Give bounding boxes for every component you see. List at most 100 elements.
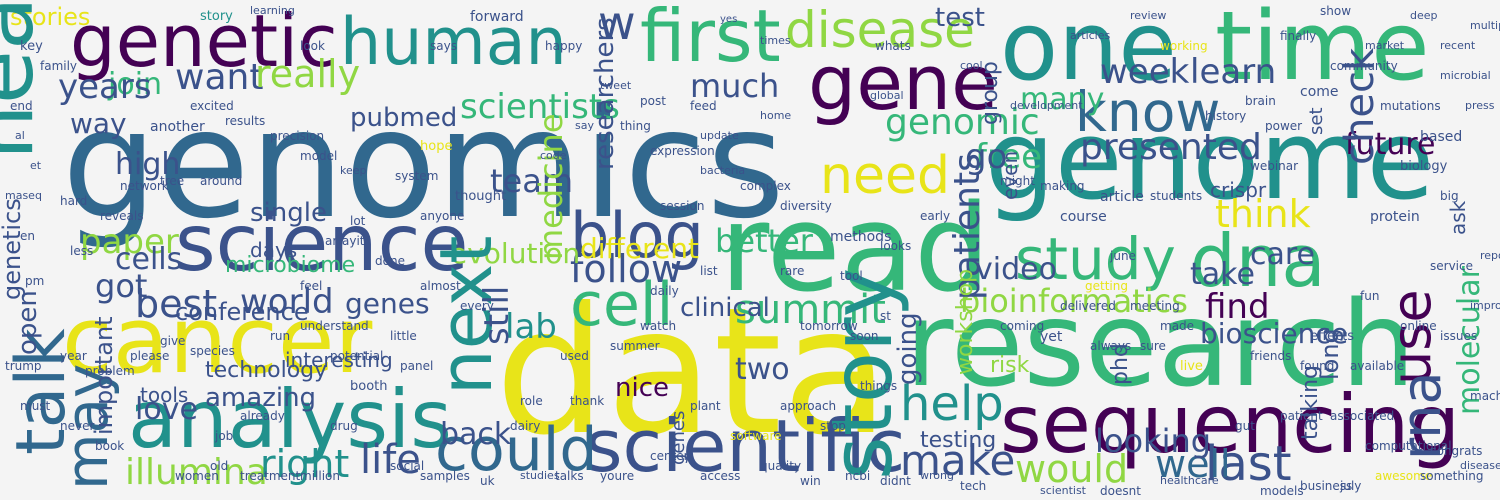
word-single: single (250, 198, 327, 228)
word-list: list (700, 264, 718, 278)
word-bioinformatics: bioinformatics (960, 282, 1188, 320)
word-meeting: meeting (1130, 299, 1180, 313)
word-w: w (598, 0, 636, 50)
word-pubmed: pubmed (350, 103, 458, 133)
word-women: women (175, 469, 219, 483)
word-tomorrow: tomorrow (800, 319, 858, 333)
word-follow: follow (570, 247, 683, 291)
word-time: time (1215, 0, 1430, 102)
word-might: might (1000, 174, 1035, 188)
word-friends: friends (1250, 349, 1292, 363)
word-reveals: reveals (100, 209, 144, 223)
word-future: nice (615, 373, 669, 403)
word-run: run (270, 329, 291, 343)
word-history: history (1205, 109, 1247, 123)
word-anyone: set (1306, 107, 1327, 135)
word-expression: expression (650, 144, 715, 158)
word-way: way (70, 107, 127, 140)
word-please: please (130, 349, 170, 363)
word-development: development (1010, 99, 1083, 112)
word-finally: finally (1280, 29, 1317, 43)
word-looks: looks (880, 239, 912, 253)
word-medicine: medicine (532, 113, 570, 260)
word-st: st (880, 309, 891, 323)
word-another: group (978, 61, 1003, 125)
word-plant: plant (690, 399, 721, 413)
word-arrayit: arrayit (325, 234, 365, 248)
word-stories: stories (10, 3, 91, 31)
word-say: say (575, 119, 594, 132)
word-whats: whats (875, 39, 911, 53)
word-would: would (1015, 447, 1129, 491)
word-healthcare: healthcare (1160, 474, 1219, 487)
word-review: review (1130, 9, 1167, 22)
word-take: take (1190, 257, 1255, 292)
word-little: little (390, 329, 417, 343)
word-problem: problem (85, 364, 135, 378)
word-know: know (1075, 80, 1221, 144)
word-story: story (813, 267, 911, 480)
word-tree: tree (160, 174, 185, 188)
word-pm: pm (25, 274, 45, 288)
word-en: en (20, 229, 35, 243)
word-almost: almost (420, 279, 461, 293)
word-working: working (1160, 39, 1208, 53)
word-always: always (1090, 339, 1132, 353)
word-tool: tool (840, 269, 863, 283)
word-give: give (160, 334, 186, 348)
word-gut: gut (1235, 419, 1255, 433)
word-quality: quality (760, 459, 802, 473)
word-scientists: scientists (460, 87, 620, 127)
word-workshop: risk (990, 353, 1030, 378)
word-feed: feed (690, 99, 717, 113)
word-biology: biology (1400, 159, 1448, 174)
word-market: market (1365, 39, 1405, 52)
word-first: first (640, 0, 781, 78)
word-technology: amazing (205, 383, 317, 413)
word-really: really (255, 52, 361, 96)
word-course: course (1060, 209, 1107, 225)
word-genetics: genetics (0, 198, 26, 300)
word-cancer: cancer (62, 287, 373, 394)
word-days: interesting (285, 348, 393, 372)
word-studies: studies (520, 469, 560, 482)
word-scientific: scientific (585, 404, 906, 488)
word-better: better (715, 222, 813, 260)
word-excited: excited (190, 99, 234, 113)
word-rare: rare (780, 264, 805, 278)
word-last: last (1205, 436, 1292, 492)
word-watch: watch (640, 319, 677, 333)
word-many: many (1020, 82, 1105, 117)
word-need: need (820, 146, 950, 206)
word-genetic: genetic (70, 0, 338, 83)
word-lot: lot (350, 214, 366, 228)
word-things: things (860, 379, 898, 393)
word-read: read (720, 180, 991, 319)
word-hope: hope (420, 139, 453, 154)
word-dairy: dairy (510, 419, 541, 433)
word-something: something (1420, 469, 1484, 483)
word-data: data (495, 271, 890, 474)
word-around: around (200, 174, 243, 188)
word-tweet: tweet (600, 79, 632, 92)
word-testing: testing (920, 428, 997, 453)
word-learn: learn (1190, 52, 1277, 92)
word-crispr: crispr (1210, 178, 1267, 202)
word-system: system (395, 169, 439, 183)
word-understand: understand (300, 319, 369, 333)
word-says: says (430, 39, 457, 53)
word-social: social (390, 459, 425, 473)
word-mutations: mutations (1380, 99, 1441, 113)
word-well: well (1155, 442, 1231, 486)
word-disease: disease (785, 1, 975, 59)
word-found: found (1300, 359, 1335, 373)
word-million: million (300, 469, 340, 483)
word-results: results (225, 114, 266, 128)
word-much: much (690, 67, 780, 105)
word-amazing: workshop (953, 268, 978, 375)
word-microbiome: microbiome (225, 253, 356, 278)
word-anyone: anyone (420, 209, 465, 223)
word-live: live (1180, 359, 1203, 374)
word-genes: genes (345, 287, 430, 320)
